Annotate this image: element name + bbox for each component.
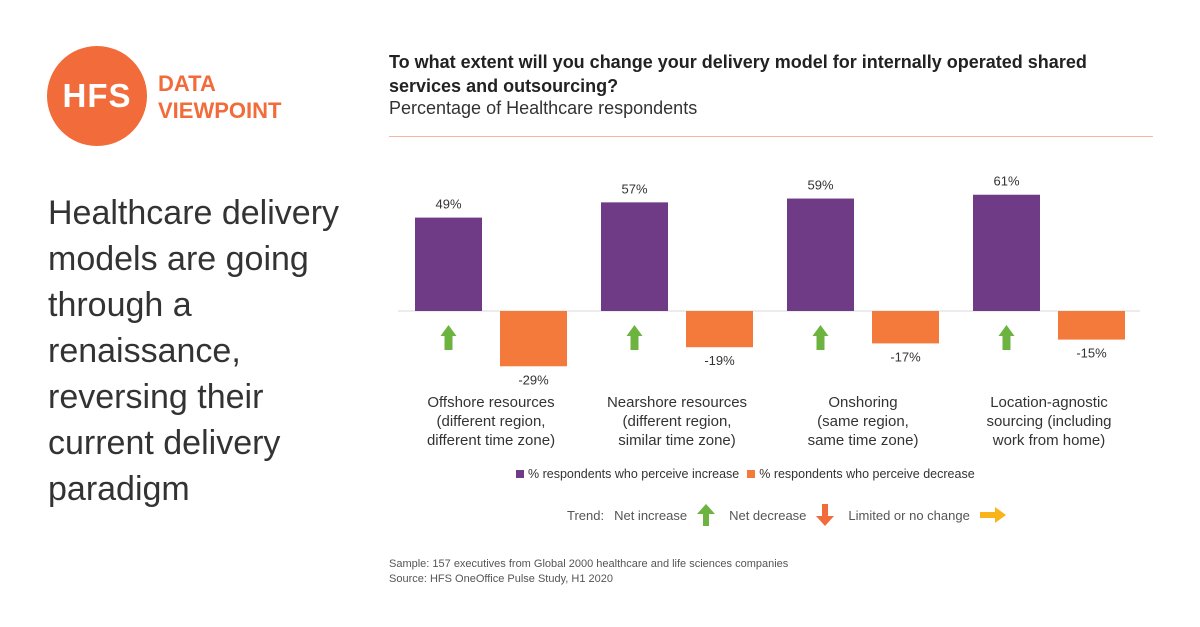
- trend-label: Trend:: [567, 507, 605, 523]
- up-arrow-icon: [697, 504, 716, 526]
- category-label-line: same time zone): [807, 432, 919, 449]
- trend-up-arrow-icon: [998, 325, 1015, 350]
- footnote-source: Source: HFS OneOffice Pulse Study, H1 20…: [389, 573, 613, 585]
- category-label-line: (different region,: [622, 413, 732, 430]
- title-divider: [389, 136, 1153, 137]
- category-label-line: (same region,: [817, 413, 909, 430]
- trend-legend: Trend: Net increase Net decrease Limited…: [567, 504, 1020, 526]
- legend-label-increase: % respondents who perceive increase: [528, 467, 740, 481]
- category-label-line: Location-agnostic: [990, 394, 1108, 411]
- logo-line-1: DATA: [158, 71, 216, 96]
- trend-increase-label: Net increase: [614, 507, 688, 523]
- category-label-line: sourcing (including: [986, 413, 1112, 430]
- bar-decrease: [872, 311, 939, 344]
- category-label-line: Offshore resources: [427, 394, 555, 411]
- logo-wordmark: DATA VIEWPOINT: [158, 70, 281, 124]
- trend-up-arrow-icon: [626, 325, 643, 350]
- data-label-decrease: -17%: [890, 349, 921, 364]
- headline: Healthcare delivery models are going thr…: [48, 194, 340, 508]
- category-label-line: different time zone): [426, 432, 556, 449]
- data-label-decrease: -19%: [704, 353, 735, 368]
- logo-line-2: VIEWPOINT: [158, 98, 282, 123]
- hfs-logo: HFS: [47, 46, 147, 146]
- down-arrow-icon: [816, 504, 835, 526]
- data-label-increase: 57%: [621, 181, 647, 196]
- legend-swatch-increase: [516, 470, 524, 478]
- bar-increase: [787, 198, 854, 311]
- data-label-increase: 59%: [807, 178, 833, 193]
- bar-increase: [973, 194, 1040, 311]
- legend-swatch-decrease: [747, 470, 756, 478]
- legend-item-decrease: % respondents who perceive decrease: [747, 467, 975, 481]
- category-label-line: (different region,: [436, 413, 546, 430]
- data-label-decrease: -15%: [1076, 346, 1107, 361]
- category-label: Offshore resources (different region, diff…: [396, 393, 586, 450]
- trend-decrease-label: Net decrease: [729, 507, 807, 523]
- category-label: Location-agnostic sourcing (including work…: [954, 393, 1144, 450]
- category-label-line: Onshoring: [828, 394, 898, 411]
- bar-decrease: [686, 311, 753, 348]
- footnote-sample: Sample: 157 executives from Global 2000 …: [389, 558, 789, 570]
- category-label-line: similar time zone): [618, 432, 736, 449]
- category-label-line: work from home): [992, 432, 1106, 449]
- data-label-increase: 49%: [435, 197, 461, 212]
- category-label: Nearshore resources (different region, sim…: [582, 393, 772, 450]
- bar-increase: [601, 202, 668, 311]
- data-label-decrease: -29%: [518, 372, 549, 387]
- category-label: Onshoring (same region, same time zone): [768, 393, 958, 450]
- trend-up-arrow-icon: [440, 325, 457, 350]
- category-label-line: Nearshore resources: [606, 394, 748, 411]
- chart-subtitle: Percentage of Healthcare respondents: [389, 98, 698, 118]
- bar-decrease: [500, 311, 567, 367]
- bar-decrease: [1058, 311, 1125, 340]
- data-label-increase: 61%: [993, 174, 1019, 189]
- chart-title: To what extent will you change your deli…: [389, 52, 1087, 96]
- trend-nochange-label: Limited or no change: [848, 507, 970, 523]
- right-arrow-icon: [979, 507, 1006, 523]
- logo-mark: HFS: [62, 77, 132, 114]
- legend-label-decrease: % respondents who perceive decrease: [759, 467, 975, 481]
- bar-increase: [415, 217, 482, 311]
- legend-item-increase: % respondents who perceive increase: [516, 467, 739, 481]
- chart-legend: % respondents who perceive increase % re…: [516, 467, 983, 481]
- trend-up-arrow-icon: [812, 325, 829, 350]
